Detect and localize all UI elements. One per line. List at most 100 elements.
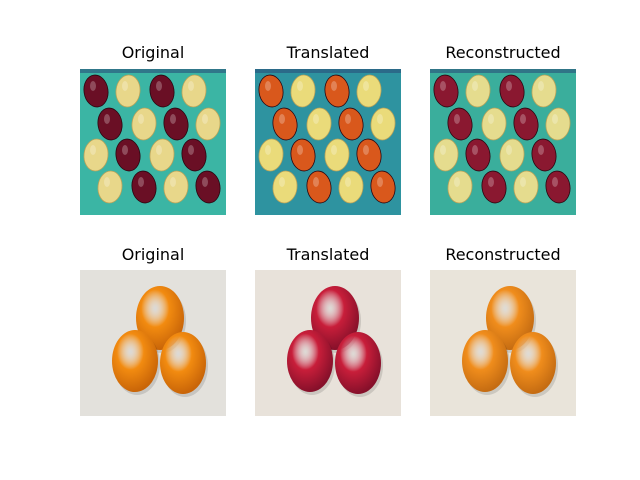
fruit-highlight [552,177,558,187]
mango-shape [290,74,316,108]
fruit-highlight [506,81,512,91]
fruit-highlight [279,177,285,187]
mango-shape [447,170,473,204]
apple-shape [83,74,109,108]
fruit-highlight [538,81,544,91]
fruit-highlight [552,114,558,124]
oranges-reconstructed-image [430,270,576,416]
apple-shape [513,107,539,141]
apple-shape [115,138,141,172]
tray-edge [255,69,401,73]
mango-shape [149,138,175,172]
mango-shape [195,107,221,141]
fruit-highlight [265,81,271,91]
apple-shape [481,170,507,204]
mango-shape [465,74,491,108]
apple-shape [131,170,157,204]
apple-shape [545,170,571,204]
fruit-shape [486,286,534,350]
apple-shape [531,138,557,172]
mango-shape [338,170,364,204]
tray-edge [80,69,226,73]
fruit-highlight [331,81,337,91]
apples-mangoes-original-image [80,69,226,215]
panel-title-row2-reconstructed: Reconstructed [445,245,561,264]
apple-shape [195,170,221,204]
fruit-highlight [377,114,383,124]
fruit-highlight [104,177,110,187]
fruit-highlight [472,81,478,91]
mango-shape [115,74,141,108]
apples-mangoes-reconstructed-image [430,69,576,215]
mango-shape [181,74,207,108]
mango-shape [513,170,539,204]
mango-shape [545,107,571,141]
fruit-shape [462,330,508,392]
fruit-highlight [122,81,128,91]
fruit-highlight [488,114,494,124]
fruit-highlight [538,145,544,155]
apple-shape [356,138,382,172]
mango-shape [97,170,123,204]
fruit-highlight [506,145,512,155]
mango-shape [163,170,189,204]
apple-shape [370,170,396,204]
panel-title-row2-translated: Translated [286,245,370,264]
fruit-highlight [202,114,208,124]
fruit-highlight [104,114,110,124]
fruit-highlight [138,114,144,124]
fruit-shape [510,332,556,394]
fruit-highlight [90,81,96,91]
mango-shape [433,138,459,172]
mango-shape [131,107,157,141]
fruit-highlight [454,114,460,124]
fruit-highlight [313,177,319,187]
fruit-highlight [454,177,460,187]
apple-shape [272,107,298,141]
mango-shape [370,107,396,141]
tray-edge [430,69,576,73]
mango-shape [356,74,382,108]
fruit-highlight [377,177,383,187]
fruit-shape [335,332,381,394]
fruit-highlight [440,81,446,91]
apple-shape [258,74,284,108]
panel-title-row2-original: Original [121,245,185,264]
fruit-highlight [345,114,351,124]
fruit-shape [160,332,206,394]
fruit-highlight [138,177,144,187]
fruit-highlight [440,145,446,155]
fruit-highlight [202,177,208,187]
apple-shape [338,107,364,141]
mango-shape [83,138,109,172]
fruit-highlight [345,177,351,187]
fruit-highlight [297,81,303,91]
mango-shape [306,107,332,141]
fruit-highlight [520,114,526,124]
apple-shape [306,170,332,204]
fruit-highlight [297,145,303,155]
fruit-highlight [279,114,285,124]
fruit-highlight [188,145,194,155]
apple-shape [465,138,491,172]
apple-shape [290,138,316,172]
fruit-highlight [122,145,128,155]
apple-shape [499,74,525,108]
fruit-highlight [90,145,96,155]
fruit-highlight [156,145,162,155]
apple-shape [181,138,207,172]
apple-shape [97,107,123,141]
mango-shape [499,138,525,172]
fruit-highlight [170,114,176,124]
fruit-highlight [170,177,176,187]
oranges-translated-image [255,270,401,416]
panel-title-row1-reconstructed: Reconstructed [445,43,561,62]
mango-shape [481,107,507,141]
fruit-highlight [156,81,162,91]
fruit-highlight [488,177,494,187]
apple-shape [149,74,175,108]
fruit-highlight [313,114,319,124]
fruit-highlight [265,145,271,155]
fruit-shape [311,286,359,350]
fruit-highlight [188,81,194,91]
